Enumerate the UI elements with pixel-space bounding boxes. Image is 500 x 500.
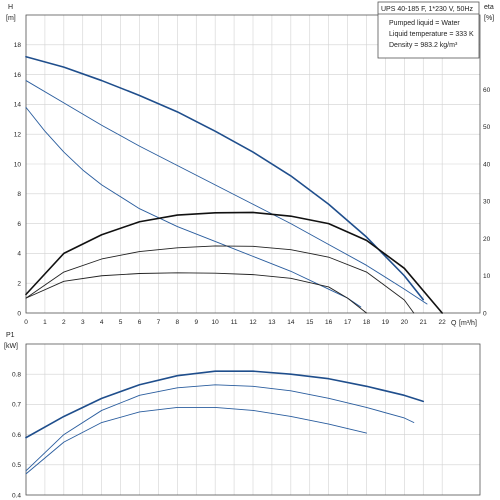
x-axis-label: Q bbox=[451, 320, 457, 327]
info-line: Liquid temperature = 333 K bbox=[389, 31, 474, 38]
x-tick-label: 19 bbox=[382, 319, 390, 326]
y2-tick-label: 0 bbox=[483, 310, 487, 317]
y-tick-label: 6 bbox=[17, 221, 21, 228]
y-axis-unit: [m] bbox=[6, 15, 16, 22]
x-tick-label: 2 bbox=[62, 319, 66, 326]
plot-frame bbox=[25, 343, 481, 496]
x-tick-label: 4 bbox=[100, 319, 104, 326]
y2-tick-label: 10 bbox=[483, 273, 491, 280]
x-axis-unit: [m³/h] bbox=[459, 320, 477, 327]
y-tick-label: 12 bbox=[14, 132, 22, 139]
power-plot: 0.4 0.5 0.6 0.7 0.8 bbox=[12, 343, 481, 499]
x-tick-label: 7 bbox=[157, 319, 161, 326]
x-tick-label: 11 bbox=[231, 319, 238, 326]
y2-tick-label: 60 bbox=[483, 87, 491, 94]
y2-tick-label: 30 bbox=[483, 199, 491, 206]
power-tick-label: 0.7 bbox=[12, 402, 21, 409]
y2-axis-unit: [%] bbox=[484, 15, 494, 22]
x-tick-label: 12 bbox=[249, 319, 257, 326]
x-tick-label: 8 bbox=[176, 319, 180, 326]
x-tick-label: 15 bbox=[306, 319, 314, 326]
x-tick-label: 10 bbox=[212, 319, 220, 326]
eta-curve bbox=[25, 245, 415, 314]
y-axis-label: H bbox=[8, 4, 13, 11]
y2-axis-label: eta bbox=[484, 4, 494, 11]
x-tick-label: 5 bbox=[119, 319, 123, 326]
y-tick-label: 0 bbox=[17, 310, 21, 317]
info-title: UPS 40-185 F, 1*230 V, 50Hz bbox=[381, 6, 473, 13]
power-curve bbox=[25, 384, 415, 472]
head-curve bbox=[25, 55, 425, 301]
y-tick-label: 10 bbox=[14, 161, 22, 168]
x-tick-label: 3 bbox=[81, 319, 85, 326]
plot-frame bbox=[25, 14, 481, 314]
y-tick-label: 14 bbox=[14, 102, 22, 109]
x-tick-label: 21 bbox=[420, 319, 428, 326]
x-tick-label: 18 bbox=[363, 319, 371, 326]
eta-curve bbox=[25, 272, 367, 314]
x-tick-label: 20 bbox=[401, 319, 409, 326]
y-tick-label: 18 bbox=[14, 42, 22, 49]
power-axis-label: P1 bbox=[6, 332, 15, 339]
y2-tick-label: 20 bbox=[483, 236, 491, 243]
y2-tick-label: 40 bbox=[483, 161, 491, 168]
head-curve bbox=[25, 80, 428, 305]
x-tick-label: 22 bbox=[439, 319, 447, 326]
x-tick-label: 6 bbox=[138, 319, 142, 326]
x-tick-label: 9 bbox=[194, 319, 198, 326]
y-tick-label: 2 bbox=[17, 281, 21, 288]
power-tick-label: 0.4 bbox=[12, 492, 21, 499]
info-line: Pumped liquid = Water bbox=[389, 20, 460, 27]
y-tick-label: 4 bbox=[17, 251, 21, 258]
eta-curve bbox=[25, 211, 443, 314]
y-tick-label: 16 bbox=[14, 72, 22, 79]
info-box: UPS 40-185 F, 1*230 V, 50Hz Pumped liqui… bbox=[377, 1, 480, 59]
info-line: Density = 983.2 kg/m³ bbox=[389, 42, 458, 49]
x-tick-label: 13 bbox=[268, 319, 276, 326]
power-tick-label: 0.6 bbox=[12, 432, 21, 439]
power-tick-label: 0.8 bbox=[12, 372, 21, 379]
head-curve bbox=[25, 106, 362, 308]
power-curve bbox=[25, 406, 367, 475]
y-tick-label: 8 bbox=[17, 191, 21, 198]
x-tick-label: 0 bbox=[24, 319, 28, 326]
power-curve bbox=[25, 370, 425, 439]
x-tick-label: 17 bbox=[344, 319, 352, 326]
x-tick-label: 14 bbox=[287, 319, 295, 326]
x-tick-label: 16 bbox=[325, 319, 333, 326]
power-tick-label: 0.5 bbox=[12, 462, 21, 469]
x-tick-label: 1 bbox=[43, 319, 47, 326]
y2-tick-label: 50 bbox=[483, 124, 491, 131]
power-axis-unit: [kW] bbox=[4, 343, 18, 350]
